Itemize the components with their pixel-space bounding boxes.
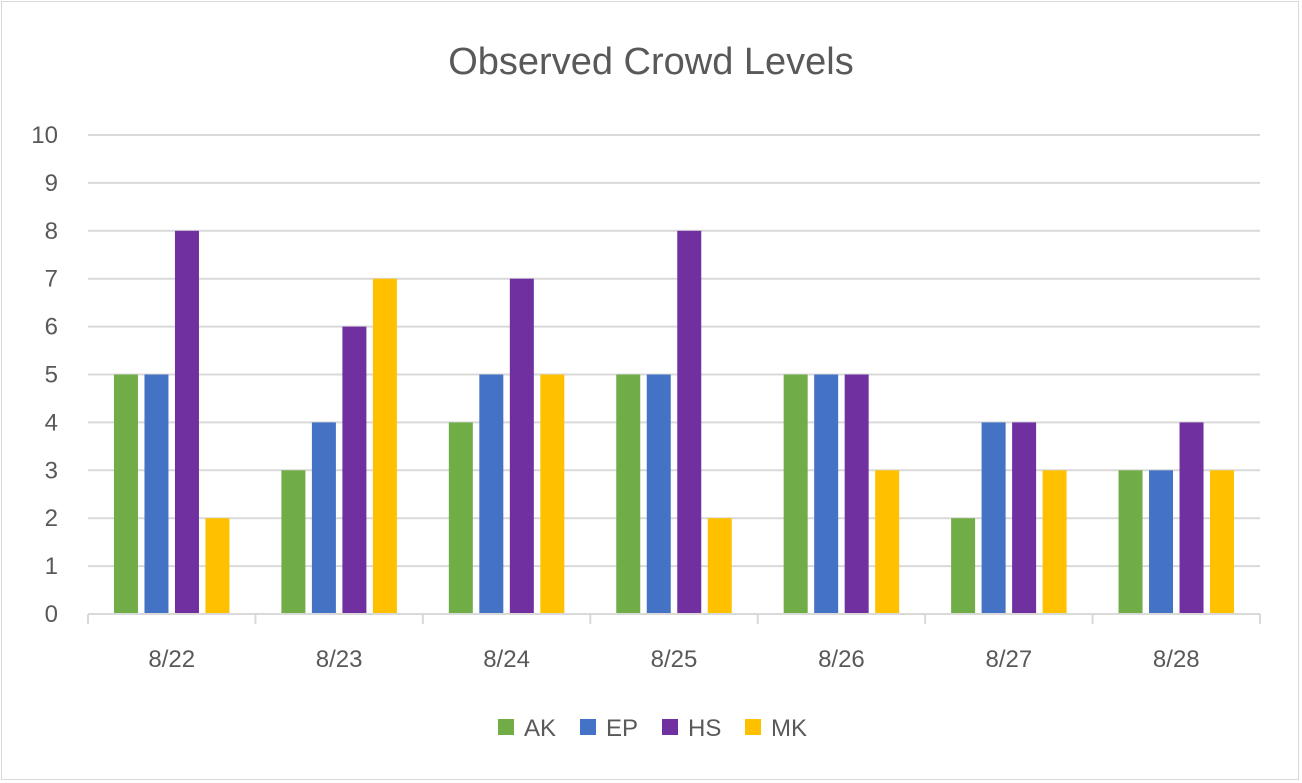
bar-mk-8-27 [1042,470,1067,614]
bar-ak-8-24 [448,422,473,614]
bar-hs-8-27 [1012,422,1037,614]
bar-ak-8-26 [783,374,808,614]
bar-ak-8-25 [616,374,641,614]
y-tick-label: 1 [45,553,58,580]
bar-mk-8-24 [540,374,565,614]
legend-swatch-mk [745,719,761,735]
y-tick-label: 10 [31,122,58,149]
y-tick-label: 0 [45,601,58,628]
x-tick-label: 8/22 [148,646,195,673]
bar-hs-8-22 [174,230,199,615]
bars [113,230,1235,615]
bar-ep-8-25 [646,374,671,614]
x-tick-label: 8/27 [985,646,1032,673]
legend-label-mk: MK [771,715,807,742]
bar-ak-8-27 [951,518,976,614]
y-tick-label: 3 [45,457,58,484]
legend-label-hs: HS [688,715,721,742]
bar-hs-8-26 [844,374,869,614]
legend-swatch-ep [580,719,596,735]
bar-hs-8-28 [1179,422,1204,614]
bar-mk-8-23 [372,278,397,614]
bar-hs-8-25 [677,230,702,615]
y-tick-label: 7 [45,266,58,293]
bar-ep-8-22 [144,374,169,614]
bar-ep-8-23 [311,422,336,614]
x-tick-label: 8/24 [483,646,530,673]
bar-ak-8-22 [113,374,138,614]
y-tick-label: 5 [45,362,58,389]
legend-label-ep: EP [606,715,638,742]
bar-ak-8-23 [281,470,306,614]
y-axis-ticks: 0 1 2 3 4 5 6 7 8 9 10 [31,122,58,628]
chart-title: Observed Crowd Levels [448,41,854,83]
legend-swatch-ak [498,719,514,735]
bar-mk-8-28 [1210,470,1235,614]
bar-mk-8-25 [707,518,732,614]
bar-ep-8-26 [814,374,839,614]
legend-label-ak: AK [524,715,556,742]
bar-hs-8-24 [509,278,534,614]
x-tick-label: 8/28 [1153,646,1200,673]
gridlines [88,134,1260,568]
y-tick-label: 6 [45,314,58,341]
bar-ep-8-27 [981,422,1006,614]
bar-hs-8-23 [342,326,367,614]
y-tick-label: 8 [45,218,58,245]
x-tick-label: 8/26 [818,646,865,673]
legend-swatch-hs [662,719,678,735]
x-tick-label: 8/25 [651,646,698,673]
y-tick-label: 9 [45,170,58,197]
bar-ep-8-28 [1149,470,1174,614]
bar-ep-8-24 [479,374,504,614]
y-tick-label: 4 [45,409,58,436]
legend: AK EP HS MK [498,715,807,742]
x-axis: 8/22 8/23 8/24 8/25 8/26 8/27 8/28 [87,613,1261,673]
bar-mk-8-22 [205,518,230,614]
bar-mk-8-26 [875,470,900,614]
y-tick-label: 2 [45,505,58,532]
bar-ak-8-28 [1118,470,1143,614]
x-tick-label: 8/23 [316,646,363,673]
